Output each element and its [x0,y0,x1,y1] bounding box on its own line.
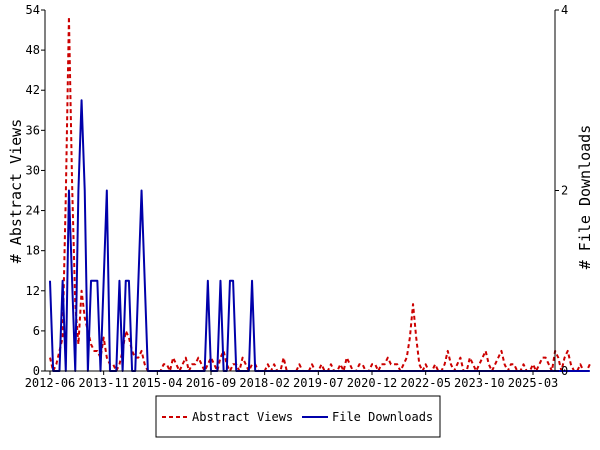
x-tick-label: 2013-11 [78,376,129,390]
series-line-abstract-views [49,15,591,372]
x-tick-label: 2020-12 [347,376,398,390]
x-tick-label: 2022-05 [400,376,451,390]
left-tick-label: 12 [26,284,40,298]
left-tick-label: 48 [26,43,40,57]
legend-label-abstract-views: Abstract Views [192,410,293,424]
left-tick-label: 24 [26,204,40,218]
right-tick-label: 0 [561,364,568,378]
x-tick-label: 2012-06 [25,376,76,390]
left-tick-label: 6 [33,324,40,338]
right-tick-label: 4 [561,3,568,17]
legend: Abstract Views File Downloads [155,395,441,438]
left-tick-label: 36 [26,123,40,137]
legend-box [155,395,441,438]
left-axis-title: # Abstract Views [7,119,25,264]
right-tick-label: 2 [561,184,568,198]
x-tick-label: 2023-10 [454,376,505,390]
left-tick-label: 0 [33,364,40,378]
x-tick-label: 2016-09 [186,376,237,390]
x-tick-label: 2025-03 [508,376,559,390]
left-tick-label: 18 [26,244,40,258]
right-axis-title: # File Downloads [576,125,594,270]
left-tick-label: 42 [26,83,40,97]
left-tick-label: 54 [26,3,40,17]
x-tick-label: 2019-07 [293,376,344,390]
x-tick-label: 2015-04 [132,376,183,390]
x-tick-label: 2018-02 [239,376,290,390]
left-tick-label: 30 [26,163,40,177]
legend-label-file-downloads: File Downloads [332,410,433,424]
